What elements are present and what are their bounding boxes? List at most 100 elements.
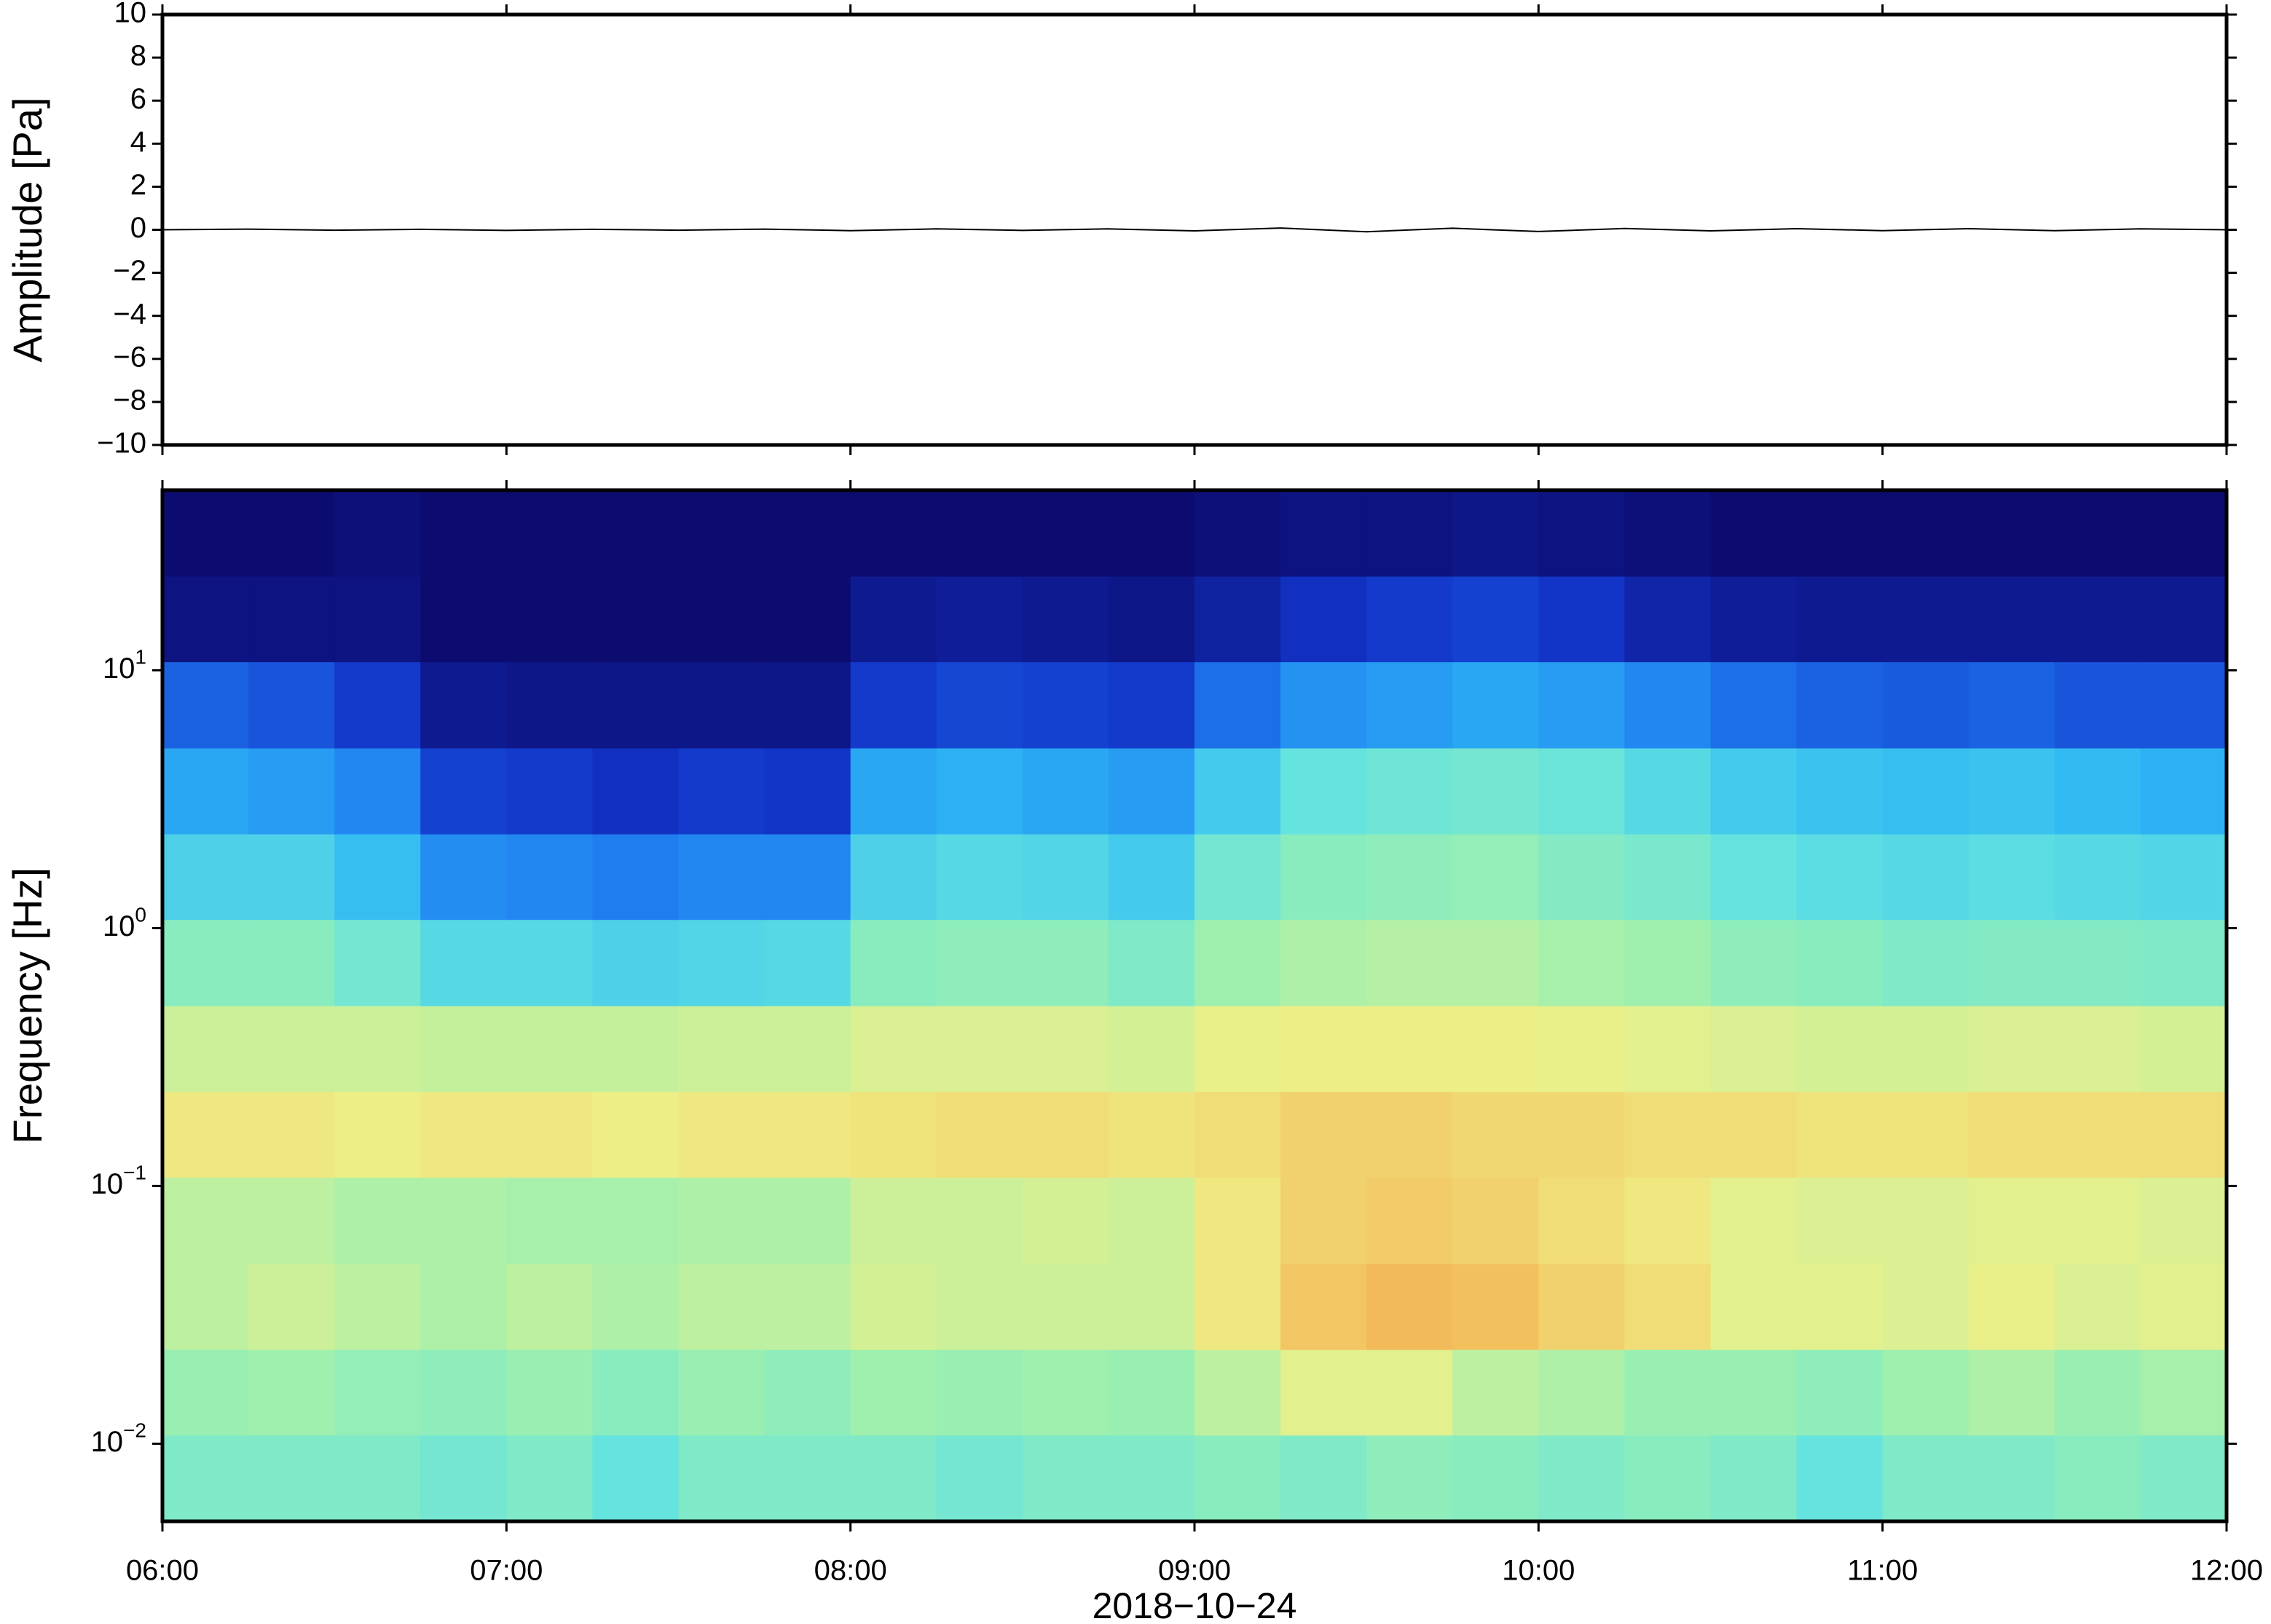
spectrogram-cell <box>1022 834 1109 921</box>
spectrogram-cell <box>1280 490 1367 577</box>
spectrogram-cell <box>1538 661 1626 749</box>
spectrogram-cell <box>936 1006 1023 1092</box>
spectrogram-cell <box>1882 748 1969 835</box>
spectrogram-cell <box>1624 834 1712 921</box>
spectrogram-cell <box>1968 490 2055 577</box>
y-tick-label: −4 <box>113 298 146 330</box>
spectrogram-cell <box>592 748 680 835</box>
x-tick-label: 12:00 <box>2190 1555 2263 1587</box>
spectrogram-cell <box>248 919 335 1006</box>
spectrogram-cell <box>1538 1006 1626 1092</box>
spectrogram-cell <box>1452 1006 1539 1092</box>
spectrogram-cell <box>764 1435 851 1522</box>
spectrogram-cell <box>1194 490 1281 577</box>
spectrogram-cell <box>678 1006 765 1092</box>
spectrogram-cell <box>506 748 594 835</box>
spectrogram-cell <box>1366 748 1453 835</box>
y-axis-label: Amplitude [Pa] <box>4 97 50 362</box>
spectrogram-cell <box>1968 919 2055 1006</box>
spectrogram-cell <box>420 1349 507 1436</box>
spectrogram-cell <box>678 576 765 663</box>
spectrogram-cell <box>1280 834 1367 921</box>
spectrogram-cell <box>592 490 680 577</box>
y-tick-label: −2 <box>113 255 146 287</box>
x-tick-label: 06:00 <box>126 1555 199 1587</box>
spectrogram-cell <box>1194 576 1281 663</box>
spectrogram-cell <box>1366 1349 1453 1436</box>
spectrogram-cell <box>936 919 1023 1006</box>
spectrogram-cell <box>1108 919 1195 1006</box>
y-tick-exponent: 0 <box>135 904 146 926</box>
spectrogram-cell <box>1796 748 1884 835</box>
spectrogram-cell <box>2140 1349 2227 1436</box>
spectrogram-cell <box>1280 576 1367 663</box>
spectrogram-cell <box>1710 1435 1798 1522</box>
spectrogram-cell <box>1624 1177 1712 1264</box>
spectrogram-cell <box>678 1177 765 1264</box>
spectrogram-cell <box>2140 576 2227 663</box>
spectrogram-cell <box>1280 1264 1367 1350</box>
spectrogram-cell <box>592 576 680 663</box>
spectrogram-cell <box>1624 748 1712 835</box>
spectrogram-cell <box>506 919 594 1006</box>
spectrogram-cell <box>248 1092 335 1178</box>
spectrogram-cell <box>506 1006 594 1092</box>
spectrogram-cell <box>420 1177 507 1264</box>
spectrogram-cell <box>1968 1177 2055 1264</box>
spectrogram-cell <box>2054 1264 2141 1350</box>
spectrogram-cell <box>420 1092 507 1178</box>
spectrogram-cell <box>764 1349 851 1436</box>
spectrogram-cell <box>2140 490 2227 577</box>
spectrogram-cell <box>1108 576 1195 663</box>
spectrogram-cell <box>1194 1435 1281 1522</box>
spectrogram-cell <box>1796 1177 1884 1264</box>
spectrogram-cell <box>162 1177 249 1264</box>
y-tick-exponent: −1 <box>123 1162 146 1184</box>
spectrogram-cell <box>592 919 680 1006</box>
spectrogram-cell <box>2140 1177 2227 1264</box>
spectrogram-cell <box>420 919 507 1006</box>
spectrogram-cell <box>506 661 594 749</box>
spectrogram-cell <box>592 1092 680 1178</box>
spectrogram-cell <box>1538 919 1626 1006</box>
x-tick-label: 10:00 <box>1502 1555 1575 1587</box>
spectrogram-cell <box>162 919 249 1006</box>
spectrogram-cell <box>1280 1177 1367 1264</box>
spectrogram-cell <box>850 919 937 1006</box>
spectrogram-cell <box>1452 1435 1539 1522</box>
spectrogram-cell <box>1108 1006 1195 1092</box>
spectrogram-cell <box>678 1435 765 1522</box>
spectrogram-cell <box>1280 1435 1367 1522</box>
spectrogram-cell <box>248 1435 335 1522</box>
spectrogram-cell <box>1366 661 1453 749</box>
spectrogram-cell <box>1882 919 1969 1006</box>
spectrogram-cell <box>334 748 421 835</box>
waveform <box>162 227 2227 233</box>
spectrogram-cell <box>2054 1177 2141 1264</box>
spectrogram-cell <box>1194 919 1281 1006</box>
spectrogram-cell <box>1366 1435 1453 1522</box>
spectrogram-cell <box>1108 661 1195 749</box>
spectrogram-cell <box>850 1092 937 1178</box>
spectrogram-cell <box>1968 1092 2055 1178</box>
spectrogram-cell <box>1452 1264 1539 1350</box>
spectrogram-cell <box>506 834 594 921</box>
spectrogram-cell <box>1624 490 1712 577</box>
spectrogram-cell <box>1882 661 1969 749</box>
spectrogram-cell <box>936 576 1023 663</box>
spectrogram-cell <box>1366 490 1453 577</box>
spectrogram-cell <box>2054 1006 2141 1092</box>
spectrogram-cell <box>1022 1006 1109 1092</box>
spectrogram-cell <box>850 1349 937 1436</box>
spectrogram-cell <box>1710 1092 1798 1178</box>
spectrogram-cell <box>1366 834 1453 921</box>
spectrogram-cell <box>1710 748 1798 835</box>
spectrogram-cell <box>764 1264 851 1350</box>
spectrogram-cell <box>1022 1092 1109 1178</box>
spectrogram-cell <box>1968 1006 2055 1092</box>
spectrogram-cell <box>334 1349 421 1436</box>
spectrogram-cell <box>764 490 851 577</box>
spectrogram-cell <box>764 834 851 921</box>
spectrogram-cell <box>1624 1435 1712 1522</box>
